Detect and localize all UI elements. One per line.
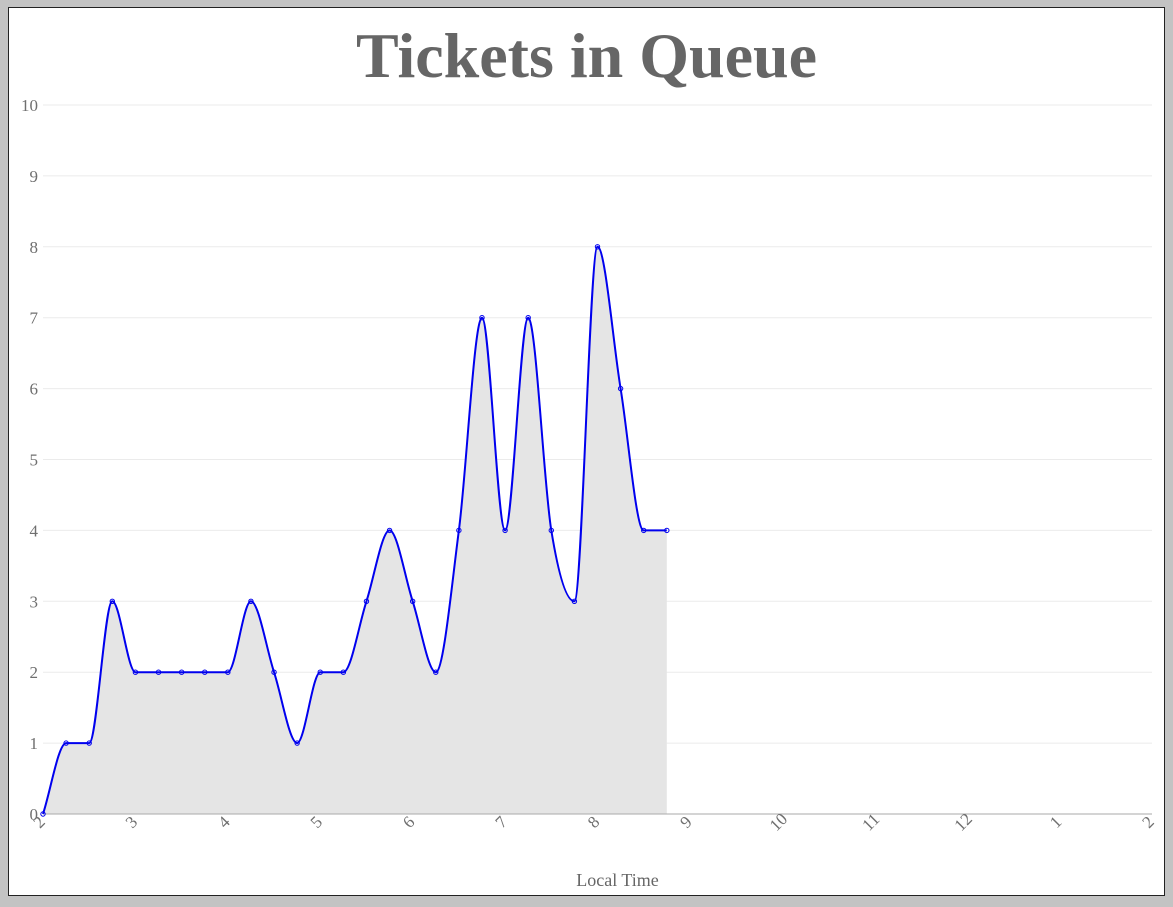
data-point [317,669,323,675]
x-tick-label: 2 [1138,812,1157,831]
y-tick-label: 2 [30,663,39,682]
data-point [502,527,508,534]
data-point [409,598,416,604]
data-point [248,598,254,604]
x-tick-label: 9 [676,812,695,831]
y-tick-label: 0 [30,805,39,824]
x-tick-label: 10 [766,809,791,834]
x-tick-label: 12 [951,809,976,834]
data-point [86,740,92,746]
x-tick-label: 8 [584,812,603,831]
series-line [42,245,667,815]
x-tick-label: 5 [307,812,326,831]
y-tick-label: 1 [30,734,39,753]
chart-title: Tickets in Queue [355,20,818,91]
y-tick-label: 4 [30,521,39,540]
data-point [641,527,647,534]
x-tick-label: 3 [122,812,141,831]
x-tick-label: 1 [1046,812,1065,831]
data-point [386,527,393,534]
data-point [109,598,116,604]
x-tick-label: 2 [29,812,48,831]
data-point [225,669,231,675]
y-tick-label: 10 [21,96,38,115]
data-point [178,669,185,675]
y-tick-label: 6 [30,380,39,399]
data-point [294,740,300,746]
data-point [664,527,670,534]
x-tick-label: 6 [399,812,418,831]
y-tick-label: 8 [30,238,39,257]
data-point [617,385,624,392]
y-tick-label: 7 [30,309,39,328]
data-point [456,527,462,534]
data-point [202,669,208,675]
data-point [40,811,46,817]
x-tick-label: 11 [858,810,883,835]
data-point [63,740,69,746]
x-tick-label: 7 [491,812,511,832]
x-tick-label: 4 [214,812,234,832]
chart-frame: Tickets in Queue 0 1 2 3 4 5 6 7 8 9 10 2 3 4 5 6 7 8 9 10 1… [8,7,1165,896]
data-point [271,669,277,675]
data-point [340,669,347,675]
data-point [571,598,578,604]
x-axis-label: Local Time [576,870,659,890]
data-point [525,315,531,321]
data-point [363,598,370,604]
data-point [132,669,139,675]
data-point [594,244,601,250]
data-point [433,669,439,675]
data-point [155,669,162,675]
y-tick-label: 3 [30,592,39,611]
y-tick-label: 5 [30,451,39,470]
data-point [548,527,554,534]
y-tick-label: 9 [30,167,39,186]
data-point [479,315,485,321]
